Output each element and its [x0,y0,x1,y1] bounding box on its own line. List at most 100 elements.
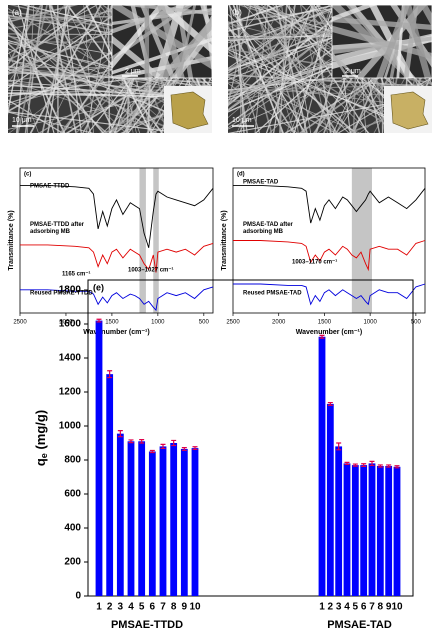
x-tick-label: 7 [369,602,375,613]
panel-label: (a) [12,8,22,17]
error-bar [344,461,350,466]
fiber [273,5,296,133]
y-tick-label: 200 [64,557,81,568]
fiber [177,5,197,78]
fiber [29,5,102,133]
x-tick-label: 2 [107,602,113,613]
bar [376,465,384,596]
x-tick-label: 6 [150,602,156,613]
spectrum [20,242,214,273]
fiber [112,5,212,70]
fiber [130,5,154,78]
fiber [8,48,212,131]
fiber [311,5,332,133]
scale-label: 2 μm [125,68,141,75]
x-tick-label: 1 [96,602,102,613]
scale-label: 10 μm [12,117,32,124]
y-tick-label: 1800 [59,285,82,296]
bar [159,446,167,596]
fiber [161,5,195,133]
x-tick-label: 1 [319,602,325,613]
fiber [126,5,134,133]
fiber [8,89,212,100]
fiber [8,5,136,76]
fiber [8,42,212,92]
error-bar [139,439,145,444]
annotation: 1003–1170 cm⁻¹ [292,259,337,266]
fiber [8,111,94,133]
error-bar [319,334,325,339]
x-tick-label: 2 [328,602,334,613]
y-tick-label: 800 [64,455,81,466]
fiber [279,5,288,133]
error-bar [327,401,333,406]
fiber [48,5,77,133]
bar [191,448,199,596]
annotation: 1003–1027 cm⁻¹ [128,267,174,274]
bar [385,465,393,596]
fiber [8,47,39,133]
y-tick-label: 0 [75,591,81,602]
x-tick-label: 9 [182,602,188,613]
fiber [376,5,410,78]
fiber [228,5,383,76]
fiber [8,19,105,133]
error-bar [171,439,177,447]
panel-label: (b) [232,8,242,17]
fiber [50,5,92,133]
x-tick-label: 2000 [59,320,73,326]
spectrum [233,184,426,224]
y-tick-label: 400 [64,523,81,534]
fiber [127,27,212,133]
fiber [38,30,212,133]
fiber [332,37,432,51]
x-tick-label: 2500 [226,320,240,326]
x-tick-label: 2500 [13,320,27,326]
fiber [139,5,176,78]
fiber [26,5,35,133]
fiber [228,5,357,71]
bar [127,441,135,596]
fiber [265,5,282,133]
plot-frame [19,167,214,314]
fiber [228,5,312,105]
bar [148,451,156,596]
group-label: PMSAE-TTDD [111,619,183,631]
panel-label: (c) [24,172,31,178]
fiber [299,5,328,133]
spectrum [20,286,214,312]
error-bar [117,429,123,438]
fiber [228,48,432,84]
fiber [156,5,212,54]
fiber [65,5,130,133]
fiber [8,5,176,75]
x-tick-label: 10 [189,602,201,613]
fiber [404,5,432,78]
fiber [47,5,68,133]
bar [180,448,188,596]
x-tick-label: 2000 [272,320,286,326]
fiber [332,52,360,78]
fiber [228,5,338,32]
fiber [8,18,127,133]
fiber [114,5,161,133]
bar [360,465,368,596]
x-tick-label: 4 [128,602,134,613]
fiber [8,66,212,97]
fiber [8,14,212,20]
fiber [228,20,401,133]
error-bar [96,318,102,323]
highlight-band [153,168,159,313]
fiber [65,41,212,133]
x-tick-label: 1500 [318,320,332,326]
fiber [313,5,411,133]
bar [106,374,114,596]
x-tick-label: 9 [386,602,392,613]
error-bar [336,442,342,451]
fiber [149,31,212,133]
fiber [8,80,171,133]
fiber [236,5,296,133]
fiber [8,83,212,130]
x-tick-label: 1000 [363,320,377,326]
